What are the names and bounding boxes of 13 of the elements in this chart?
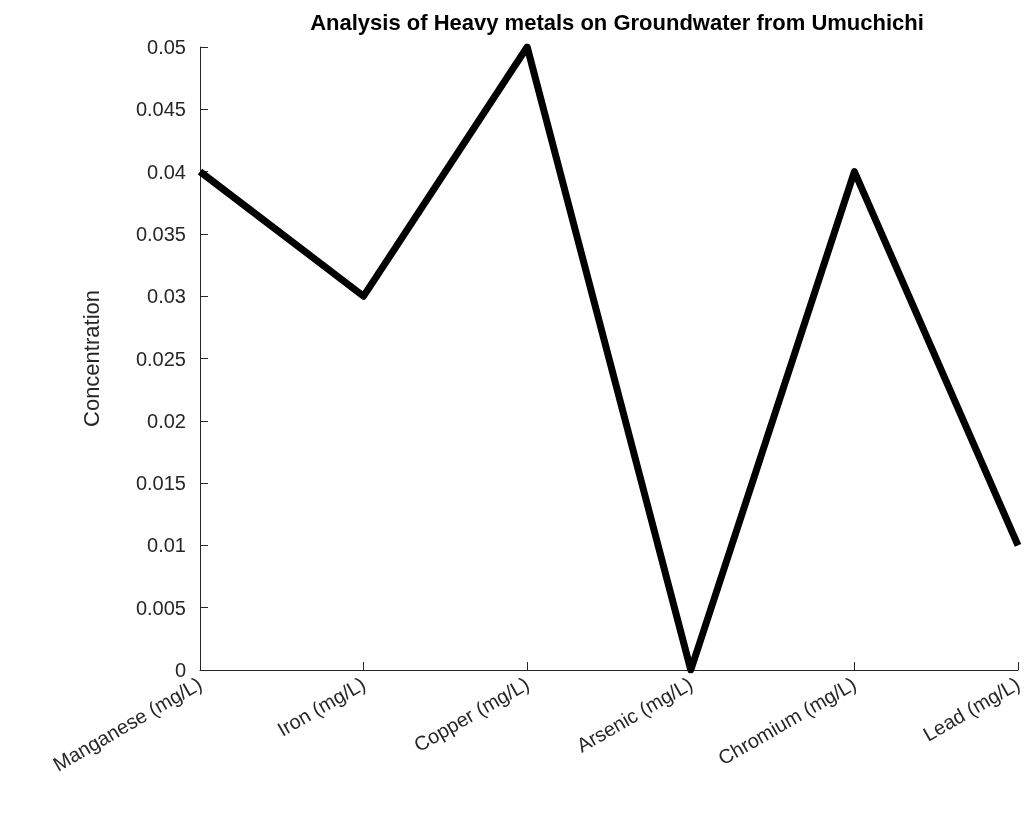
y-tick-label: 0.01 [147, 534, 186, 557]
chart-title: Analysis of Heavy metals on Groundwater from Umuchichi [310, 9, 924, 35]
y-tick-label: 0.02 [147, 409, 186, 432]
y-tick-label: 0.04 [147, 160, 186, 183]
y-tick-label: 0.035 [135, 222, 186, 245]
y-tick-label: 0.05 [147, 36, 186, 58]
y-tick-label: 0.015 [135, 472, 186, 495]
y-tick-label: 0.045 [135, 98, 186, 121]
y-axis-title: Concentration [78, 290, 104, 427]
y-tick-label: 0 [174, 659, 186, 681]
y-tick-label: 0.025 [135, 347, 186, 370]
y-tick-label: 0.005 [135, 596, 186, 619]
y-tick-label: 0.03 [147, 285, 186, 308]
